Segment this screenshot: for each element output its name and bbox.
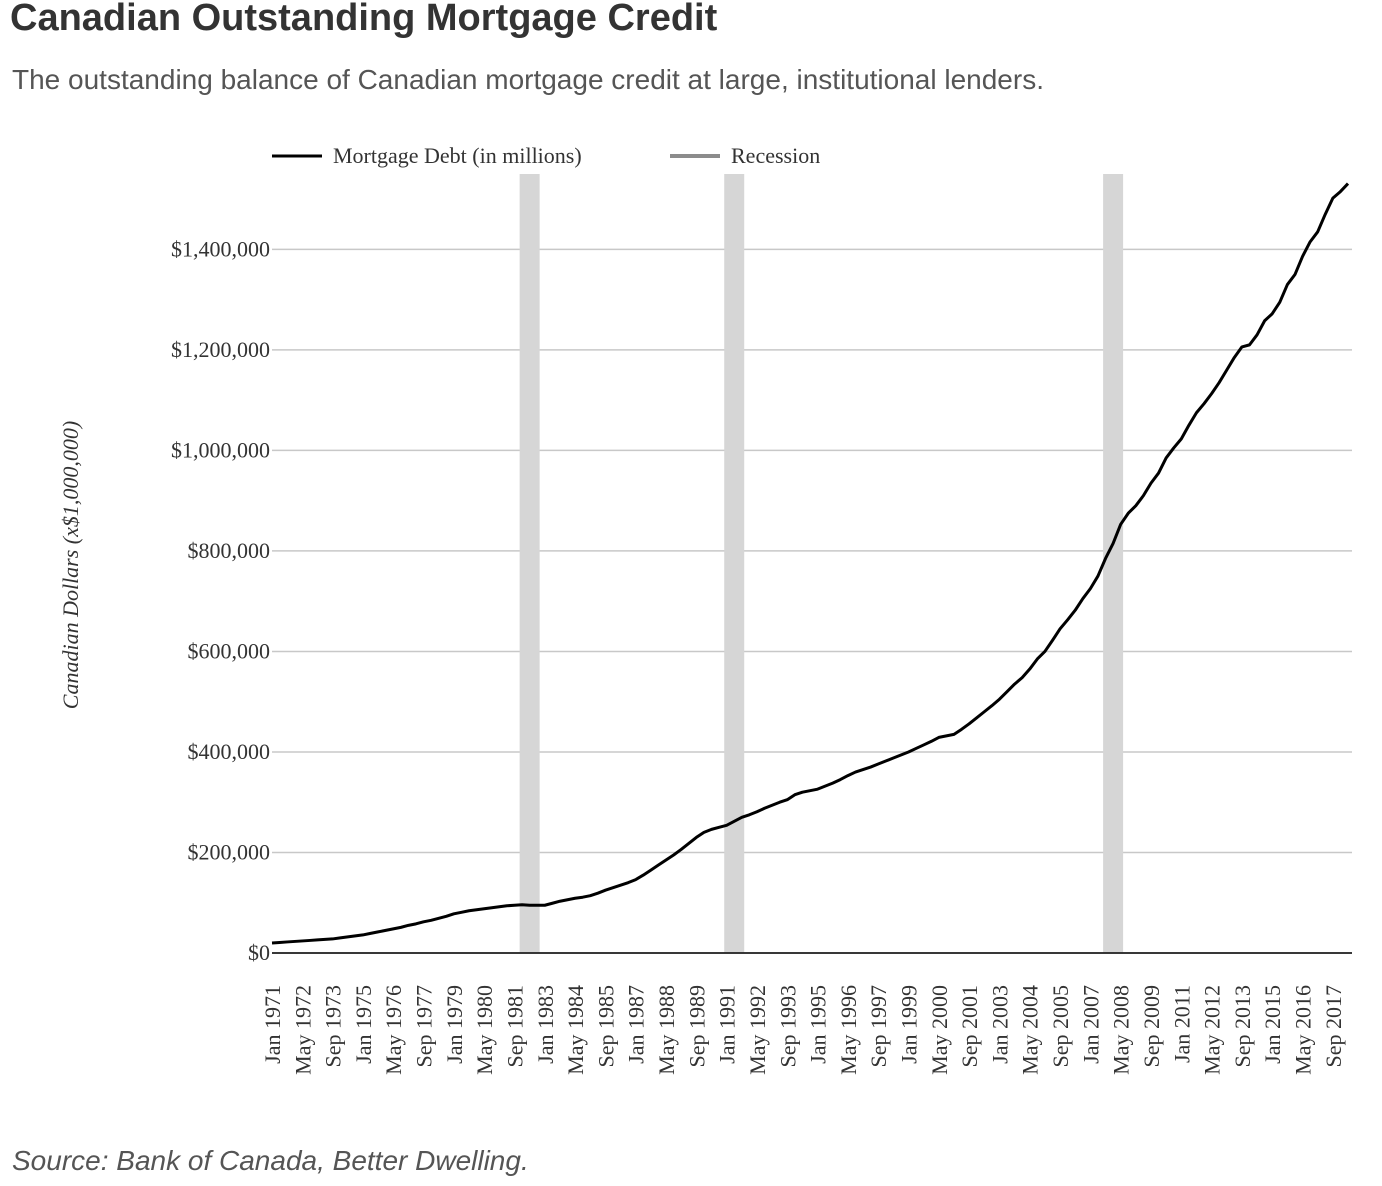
x-tick-label: Jan 2007 — [1078, 985, 1103, 1064]
x-tick-label: Jan 1975 — [351, 985, 376, 1064]
x-tick-label: Sep 1989 — [684, 985, 709, 1068]
x-tick-label: May 1984 — [563, 985, 588, 1075]
x-tick-label: Sep 1985 — [593, 985, 618, 1068]
legend-label: Recession — [731, 143, 820, 168]
x-tick-label: May 2012 — [1200, 985, 1225, 1075]
recession-band — [519, 174, 540, 953]
x-tick-label: Sep 1977 — [412, 985, 437, 1068]
y-tick-label: $400,000 — [188, 739, 271, 764]
y-axis-label: Canadian Dollars (x$1,000,000) — [58, 421, 83, 709]
recession-band — [1103, 174, 1124, 953]
x-tick-label: Jan 1983 — [533, 985, 558, 1064]
y-tick-label: $0 — [248, 940, 270, 965]
x-tick-label: Sep 2009 — [1139, 985, 1164, 1068]
x-tick-label: May 1988 — [654, 985, 679, 1075]
x-tick-label: Sep 2017 — [1321, 985, 1346, 1068]
x-tick-label: May 2004 — [1018, 985, 1043, 1075]
x-tick-label: Jan 1995 — [806, 985, 831, 1064]
x-tick-label: May 2008 — [1109, 985, 1134, 1075]
x-tick-label: Jan 2003 — [987, 985, 1012, 1064]
x-tick-label: May 1992 — [745, 985, 770, 1075]
source: Source: Bank of Canada, Better Dwelling. — [12, 1145, 529, 1176]
x-tick-label: May 1972 — [290, 985, 315, 1075]
x-tick-label: Sep 1993 — [775, 985, 800, 1068]
x-tick-label: Sep 2001 — [957, 985, 982, 1068]
y-tick-label: $1,000,000 — [171, 437, 270, 462]
legend-label: Mortgage Debt (in millions) — [333, 143, 582, 168]
x-tick-label: Jan 1991 — [715, 985, 740, 1064]
y-tick-label: $200,000 — [188, 839, 271, 864]
x-tick-label: Sep 2005 — [1048, 985, 1073, 1068]
data-line — [271, 182, 1350, 945]
x-tick-label: May 2016 — [1291, 985, 1316, 1075]
x-tick-label: Sep 1997 — [866, 985, 891, 1068]
chart-subtitle: The outstanding balance of Canadian mort… — [12, 64, 1044, 95]
x-tick-label: Jan 1987 — [624, 985, 649, 1064]
y-tick-label: $1,400,000 — [171, 236, 270, 261]
recession-band — [724, 174, 745, 953]
x-tick-label: May 1996 — [836, 985, 861, 1075]
x-tick-label: Jan 2015 — [1260, 985, 1285, 1064]
x-tick-label: Jan 1999 — [897, 985, 922, 1064]
y-tick-label: $600,000 — [188, 638, 271, 663]
x-tick-label: Jan 2011 — [1169, 985, 1194, 1063]
x-tick-label: May 1976 — [381, 985, 406, 1075]
x-tick-label: Sep 1981 — [502, 985, 527, 1068]
y-tick-label: $800,000 — [188, 538, 271, 563]
x-tick-label: Sep 2013 — [1230, 985, 1255, 1068]
chart-title: Canadian Outstanding Mortgage Credit — [10, 0, 718, 39]
x-tick-label: May 2000 — [927, 985, 952, 1075]
x-tick-label: Jan 1979 — [442, 985, 467, 1064]
y-tick-label: $1,200,000 — [171, 337, 270, 362]
x-tick-label: May 1980 — [472, 985, 497, 1075]
x-tick-label: Sep 1973 — [321, 985, 346, 1068]
x-tick-label: Jan 1971 — [260, 985, 285, 1064]
